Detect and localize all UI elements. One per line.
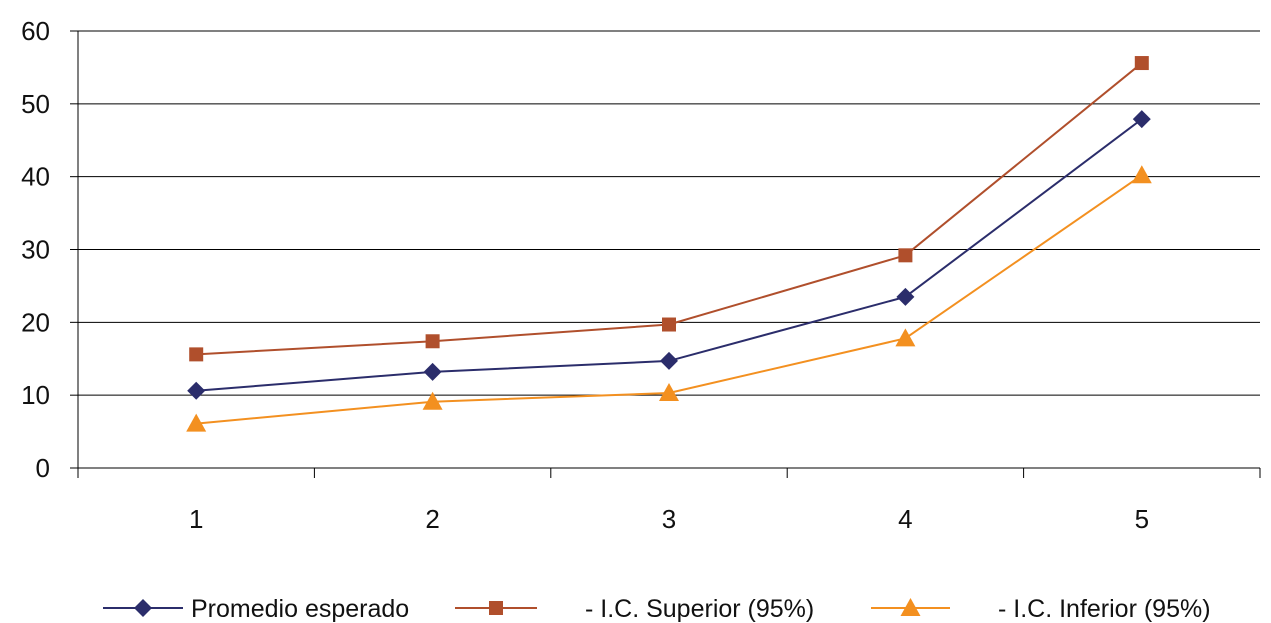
legend-marker-triangle: [900, 598, 921, 616]
legend-item-2: - I.C. Superior (95%): [455, 595, 814, 623]
y-tick-label: 40: [21, 162, 50, 192]
legend-marker-diamond: [134, 599, 152, 617]
series-1: [187, 110, 1151, 400]
x-tick-label: 1: [189, 504, 203, 534]
legend-label: - I.C. Inferior (95%): [998, 595, 1211, 623]
y-axis-ticks: 0 10 20 30 40 50 60: [21, 16, 78, 483]
gridlines: [78, 30, 1260, 396]
data-point-square: [425, 334, 440, 349]
data-point-diamond: [1132, 110, 1151, 129]
legend-item-1: Promedio esperado: [103, 595, 409, 623]
series-group: [186, 56, 1152, 432]
y-tick-label: 50: [21, 89, 50, 119]
data-point-triangle: [422, 391, 443, 410]
data-point-triangle: [1131, 165, 1152, 184]
data-point-triangle: [186, 413, 207, 432]
data-point-diamond: [423, 362, 442, 381]
y-tick-label: 30: [21, 235, 50, 265]
series-line: [196, 118, 1143, 392]
data-point-square: [898, 248, 913, 263]
x-tick-label: 2: [425, 504, 439, 534]
data-point-diamond: [660, 351, 678, 370]
series-line: [196, 62, 1143, 356]
data-point-diamond: [896, 287, 915, 306]
series-3: [186, 165, 1152, 432]
data-point-triangle: [895, 328, 916, 347]
data-point-diamond: [187, 381, 206, 400]
data-point-square: [189, 347, 204, 362]
y-tick-label: 0: [36, 453, 50, 483]
legend-marker-square: [489, 601, 503, 615]
y-tick-label: 20: [21, 307, 50, 337]
series-2: [189, 56, 1149, 362]
x-tick-label: 5: [1135, 504, 1149, 534]
legend-item-3: - I.C. Inferior (95%): [871, 595, 1211, 623]
data-point-square: [662, 317, 676, 332]
y-tick-label: 60: [21, 16, 50, 46]
x-axis-ticks: 1 2 3 4 5: [77, 468, 1261, 534]
x-tick-label: 4: [898, 504, 912, 534]
y-tick-label: 10: [21, 380, 50, 410]
legend-label: Promedio esperado: [191, 595, 409, 623]
x-tick-label: 3: [662, 504, 676, 534]
data-point-triangle: [659, 382, 679, 401]
data-point-square: [1134, 56, 1149, 71]
legend: Promedio esperado - I.C. Superior (95%) - …: [103, 595, 1211, 623]
legend-label: - I.C. Superior (95%): [585, 595, 814, 623]
